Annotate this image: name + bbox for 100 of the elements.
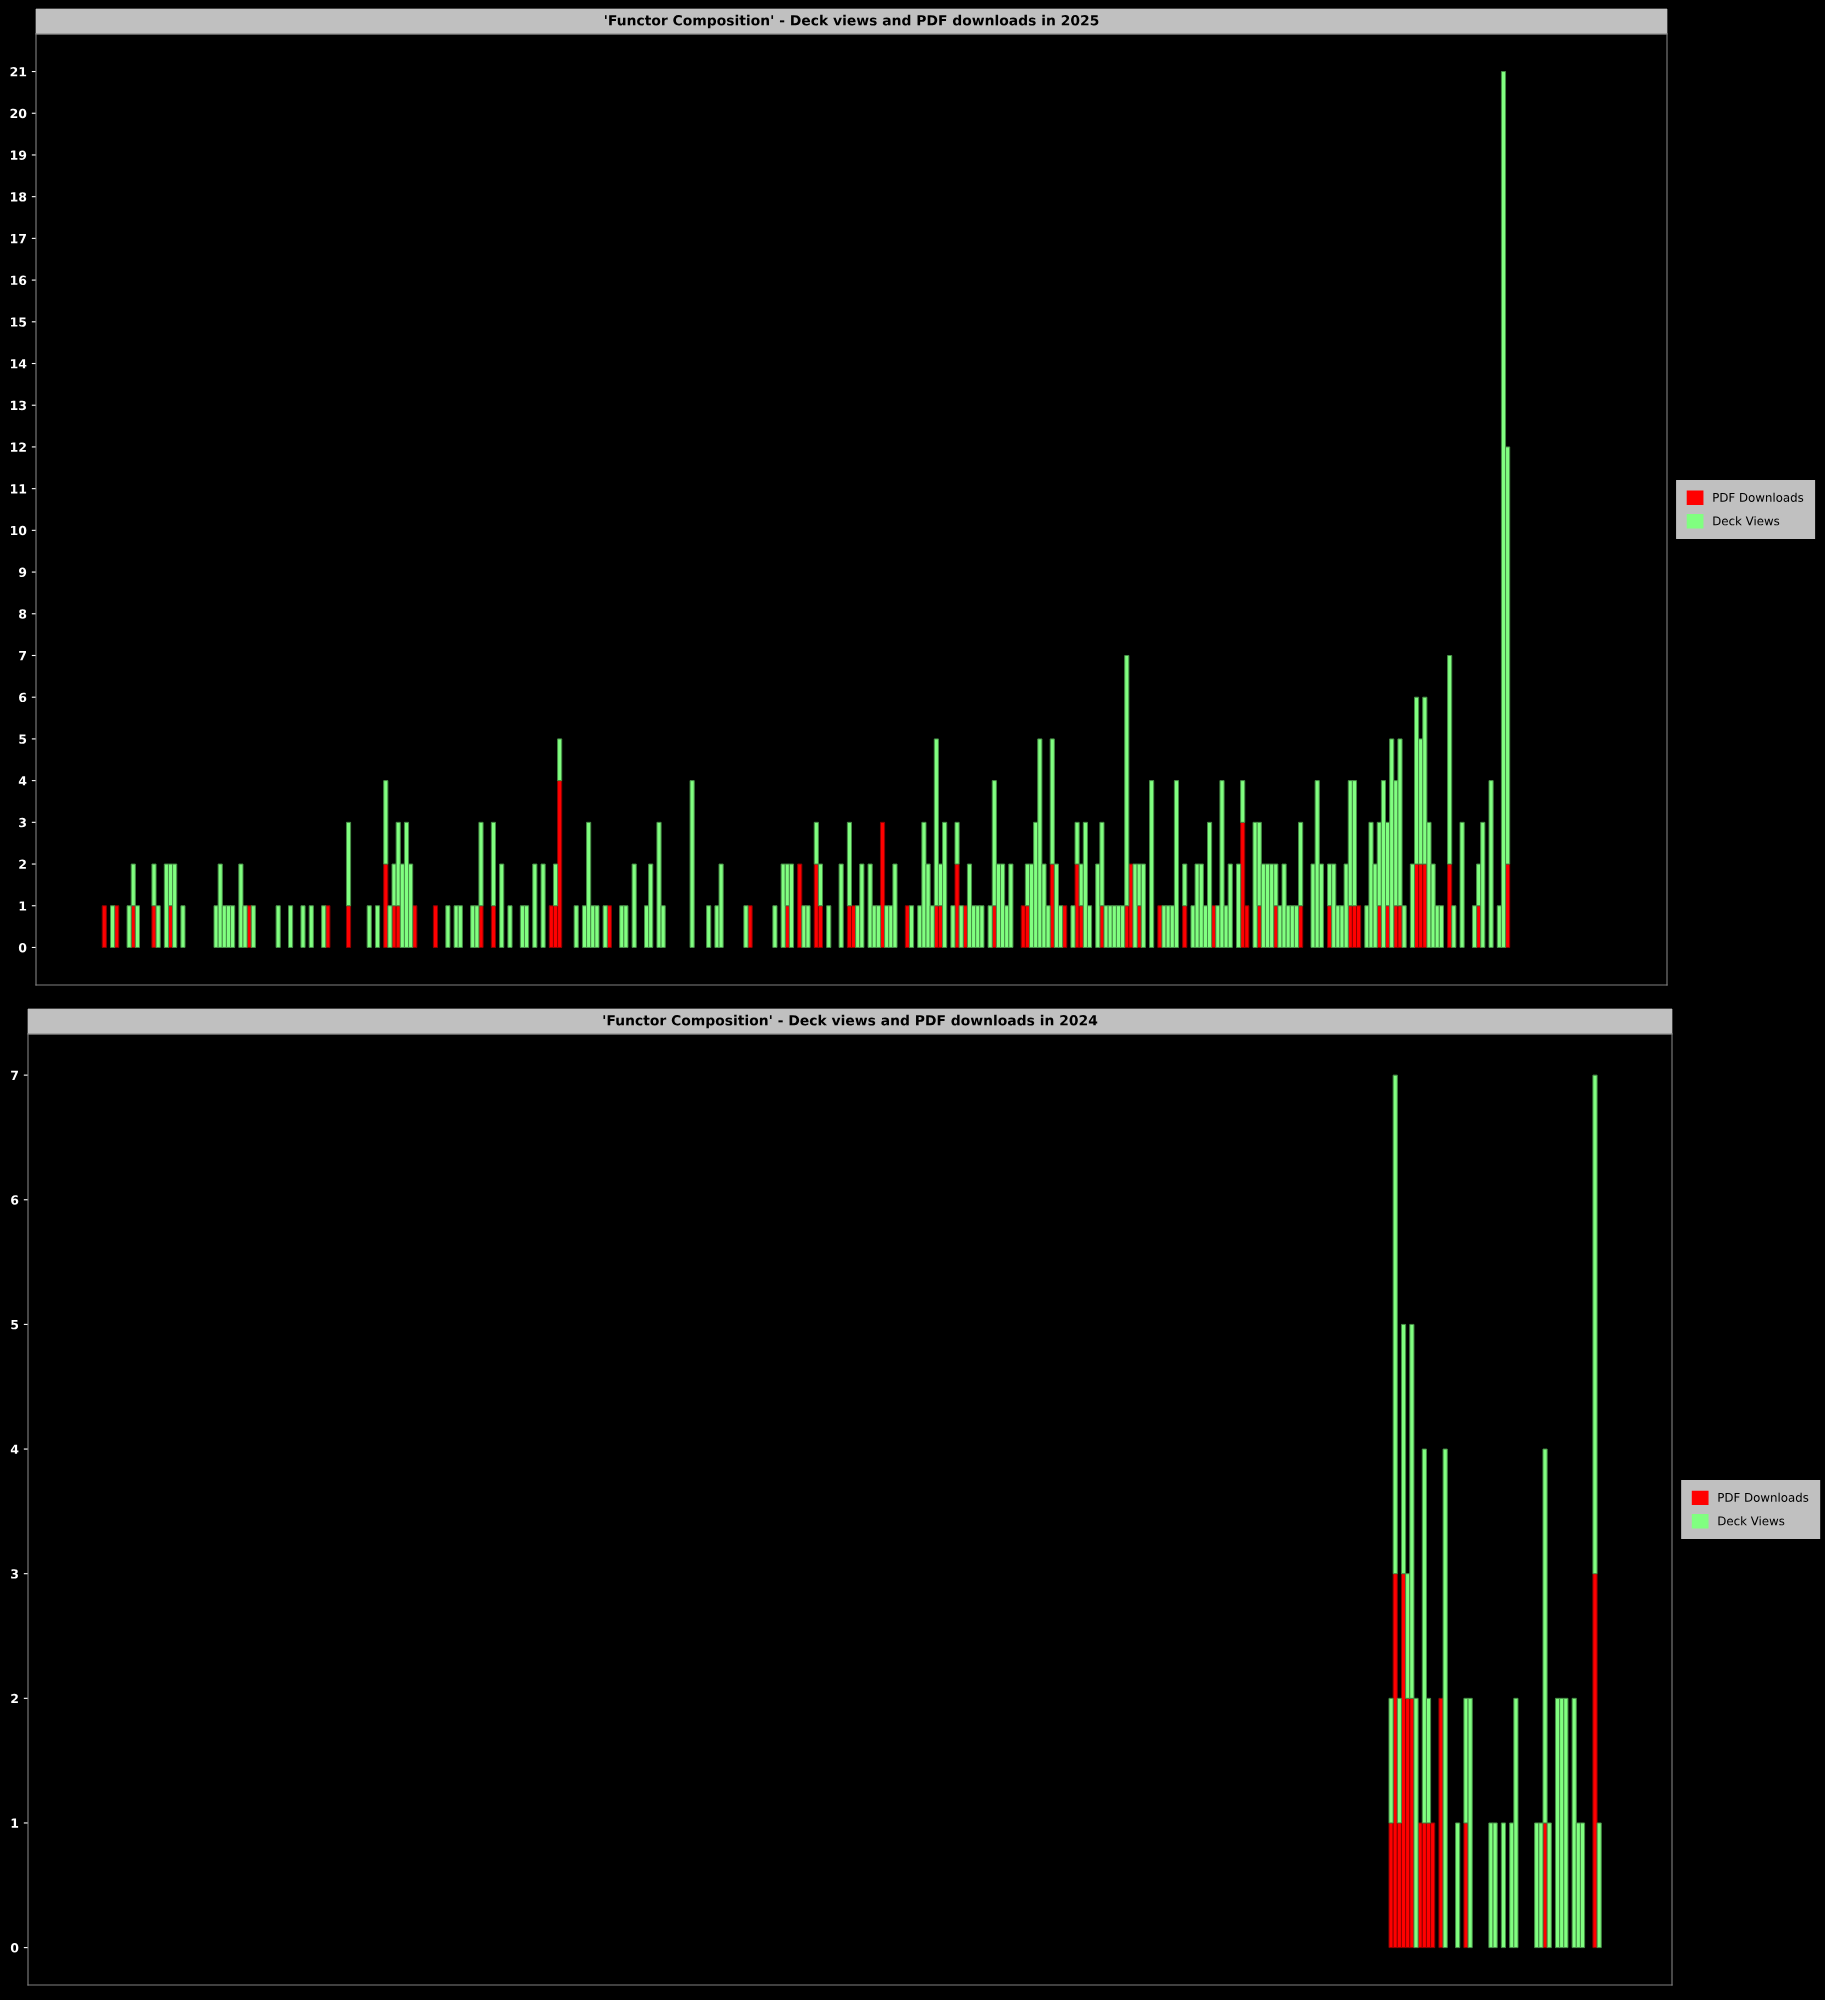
bar [586, 821, 592, 948]
bar [631, 863, 637, 948]
bar [1149, 780, 1155, 948]
bar [172, 863, 178, 948]
bar [1467, 1697, 1473, 1949]
bar [217, 863, 223, 948]
bar [1396, 1697, 1402, 1824]
bar [1513, 1697, 1519, 1949]
bar [445, 905, 451, 948]
y-tick-label: 16 [10, 275, 27, 286]
y-tick-label: 6 [19, 692, 27, 703]
bar [805, 905, 811, 948]
bar [1451, 905, 1457, 948]
bar [1455, 1822, 1461, 1949]
bar [1182, 863, 1188, 907]
bar [490, 821, 496, 907]
bar [743, 905, 749, 948]
y-tick-label: 11 [10, 484, 27, 494]
bar [1368, 821, 1374, 948]
bar [383, 780, 389, 865]
bar [308, 905, 314, 948]
bar [457, 905, 463, 948]
bar [345, 905, 352, 948]
bar [1459, 821, 1465, 948]
bar [230, 905, 236, 948]
bar [846, 821, 852, 907]
bar [1500, 1822, 1507, 1949]
bar [238, 863, 244, 948]
bar [532, 863, 538, 948]
chart-title: 'Functor Composition' - Deck views and PDF downloads in 2024 [603, 1014, 1098, 1029]
chart-title: 'Functor Composition' - Deck views and PDF downloads in 2025 [604, 14, 1099, 29]
bar [1571, 1697, 1577, 1949]
bar [1207, 821, 1213, 948]
bar [1488, 780, 1494, 948]
bar [557, 738, 563, 782]
bar [1351, 780, 1358, 907]
bar [979, 905, 985, 948]
bar [1480, 821, 1486, 948]
bar [1037, 738, 1043, 948]
y-tick-label: 10 [10, 525, 27, 536]
bar [1281, 863, 1287, 948]
y-tick-label: 4 [10, 1444, 19, 1454]
bar [1492, 1822, 1498, 1949]
y-tick-label: 21 [10, 67, 27, 77]
bar [950, 905, 956, 948]
bar [1008, 863, 1014, 948]
bar [718, 863, 724, 948]
y-tick-label: 5 [11, 1320, 19, 1330]
bar [602, 905, 608, 948]
bar [557, 780, 563, 948]
bar [648, 863, 654, 948]
bar [942, 821, 948, 948]
y-tick-label: 17 [10, 234, 26, 244]
y-tick-label: 19 [10, 150, 27, 160]
bar [374, 905, 381, 948]
bar [395, 905, 401, 948]
bar [345, 821, 352, 907]
bar [101, 905, 107, 948]
bar [1596, 1822, 1602, 1949]
bar [552, 863, 559, 907]
bar [1392, 1573, 1398, 1949]
y-tick-label: 0 [18, 942, 27, 953]
bar [1219, 780, 1225, 948]
bar [867, 863, 873, 948]
bar [523, 905, 530, 948]
y-tick-label: 12 [10, 442, 26, 452]
bar [772, 905, 778, 948]
bar [540, 863, 546, 948]
bar [921, 821, 927, 948]
bar [954, 821, 960, 865]
bar [838, 863, 844, 948]
bar [1194, 863, 1200, 948]
bar [507, 905, 513, 948]
y-tick-label: 13 [10, 400, 26, 411]
bar [1165, 905, 1171, 948]
bar [110, 905, 116, 948]
bar [1173, 780, 1180, 948]
bar [1392, 1074, 1398, 1575]
bar [499, 863, 505, 948]
bar [1132, 863, 1138, 948]
bar [288, 905, 294, 948]
bar [250, 905, 256, 948]
bar [366, 905, 372, 948]
bar [706, 905, 712, 948]
bar [300, 905, 306, 948]
bar [1227, 863, 1233, 948]
y-tick-label: 7 [19, 651, 26, 661]
bar [1070, 905, 1076, 948]
bar [826, 905, 832, 948]
bar [1182, 905, 1188, 948]
bar [623, 905, 629, 948]
y-tick-label: 14 [10, 359, 27, 369]
legend-label: Deck Views [1718, 1516, 1785, 1526]
bar [321, 905, 327, 948]
bar [180, 905, 186, 948]
bar [1579, 1822, 1586, 1949]
legend-label: Deck Views [1713, 516, 1780, 526]
bar [325, 905, 331, 948]
legend-label: PDF Downloads [1718, 1492, 1809, 1502]
y-tick-label: 6 [11, 1195, 19, 1205]
